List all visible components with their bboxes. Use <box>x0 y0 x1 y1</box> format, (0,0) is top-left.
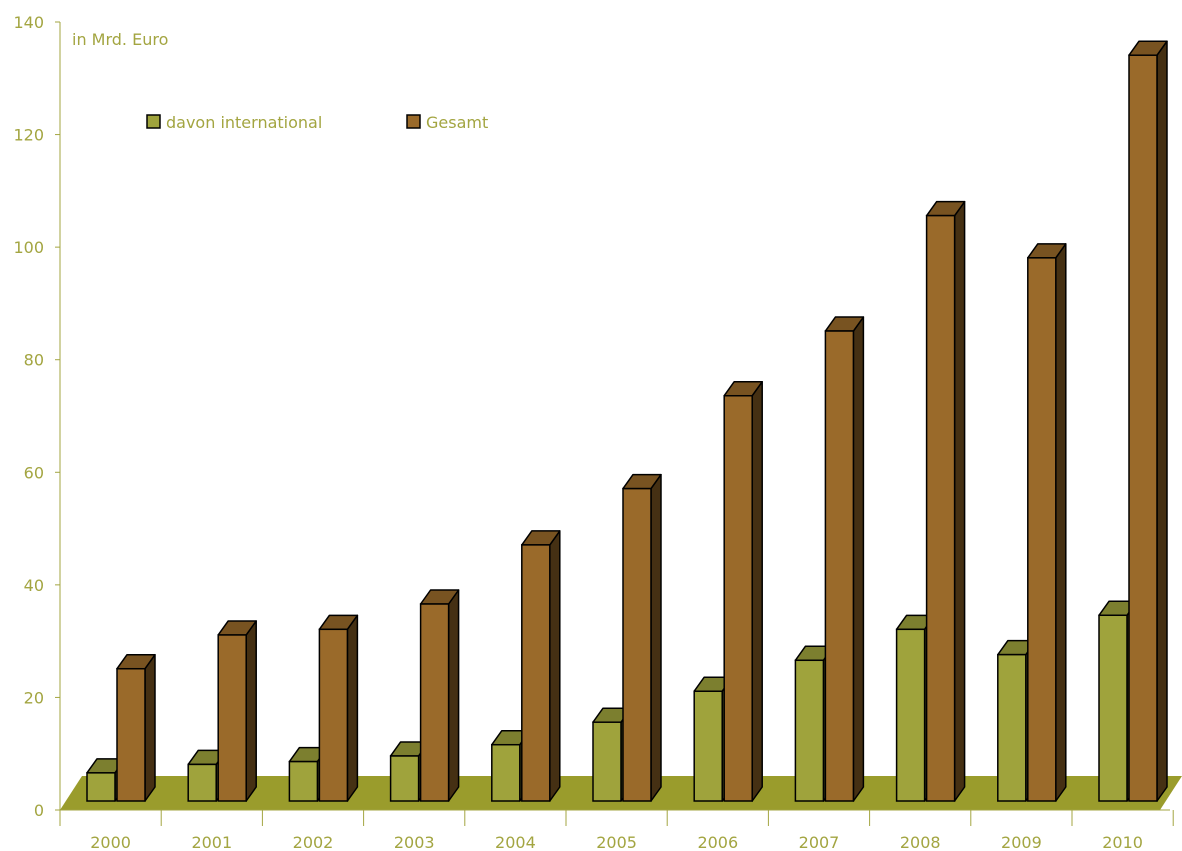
bar-gesamt-2003 <box>419 589 460 802</box>
x-tick-label: 2002 <box>293 833 334 851</box>
bar-international-2008-front <box>895 628 926 802</box>
y-tick-label: 100 <box>13 238 44 257</box>
x-tick-label: 2008 <box>900 833 941 851</box>
bar-gesamt-2009-front <box>1027 257 1057 802</box>
bar-gesamt-2000-front <box>116 667 146 802</box>
bar-gesamt-2004 <box>521 530 561 802</box>
bar-gesamt-2001-front <box>217 634 247 802</box>
bar-gesamt-2010-front <box>1128 54 1158 802</box>
bar-international-2007-front <box>794 659 825 802</box>
y-tick-label: 40 <box>24 576 44 595</box>
x-tick-label: 2001 <box>191 833 232 851</box>
bar-international-2010-front <box>1098 614 1128 802</box>
bar-gesamt-2006 <box>723 380 763 802</box>
y-tick-label: 80 <box>24 351 44 370</box>
x-tick-label: 2005 <box>596 833 637 851</box>
bar-international-2003-front <box>389 755 420 802</box>
x-tick-label: 2009 <box>1001 833 1042 851</box>
bar-gesamt-2007 <box>824 316 865 802</box>
legend-swatch-international <box>146 114 161 129</box>
bar-international-2009-front <box>997 653 1027 802</box>
legend-swatch-gesamt <box>406 114 421 129</box>
bar-gesamt-2003-front <box>419 603 450 802</box>
bar-gesamt-2003-side <box>447 589 460 802</box>
bar-international-2001-front <box>187 763 217 802</box>
y-tick-label: 60 <box>24 463 44 482</box>
y-tick-label: 140 <box>13 13 44 32</box>
bars <box>86 40 1168 802</box>
y-tick-label: 20 <box>24 688 44 707</box>
x-tick-label: 2003 <box>394 833 435 851</box>
x-tick-label: 2010 <box>1102 833 1143 851</box>
x-tick-label: 2000 <box>90 833 131 851</box>
bar-international-2002-front <box>288 760 319 802</box>
y-tick-label: 0 <box>34 801 44 820</box>
bar-international-2004-front <box>491 743 521 802</box>
legend: davon international Gesamt <box>146 113 488 132</box>
bar-international-2005-front <box>592 721 622 802</box>
bar-gesamt-2010 <box>1128 40 1168 802</box>
bar-gesamt-2005 <box>622 473 662 802</box>
bar-gesamt-2006-side <box>751 380 763 802</box>
bar-gesamt-2010-side <box>1156 40 1168 802</box>
bar-gesamt-2005-side <box>650 473 662 802</box>
x-tick-label: 2007 <box>799 833 840 851</box>
bar-gesamt-2002-side <box>346 614 359 802</box>
bar-international-2000-front <box>86 772 116 802</box>
bar-gesamt-2002 <box>318 614 359 802</box>
bar-gesamt-2000-side <box>144 653 156 802</box>
bar-gesamt-2001-side <box>245 620 257 802</box>
x-tick-label: 2006 <box>697 833 738 851</box>
bar-gesamt-2000 <box>116 653 156 802</box>
y-axis-label: in Mrd. Euro <box>72 30 168 49</box>
bar-gesamt-2008-side <box>953 200 966 802</box>
y-ticks: 0 20 40 60 80 100 120 140 <box>13 13 60 820</box>
bar-gesamt-2005-front <box>622 487 652 802</box>
bar-international-2006-front <box>693 690 723 802</box>
bar-gesamt-2004-side <box>549 530 561 802</box>
legend-label-gesamt: Gesamt <box>426 113 488 132</box>
bar-gesamt-2006-front <box>723 394 753 802</box>
bar-gesamt-2009 <box>1027 243 1067 802</box>
x-ticks: 2000 2001 2002 2003 2004 2005 2006 2007 2008 2009… <box>59 810 1174 851</box>
bar-gesamt-2004-front <box>521 544 551 802</box>
bar-gesamt-2007-side <box>852 316 865 802</box>
bar-gesamt-2002-front <box>318 628 349 802</box>
bar-gesamt-2008 <box>925 200 966 802</box>
bar-gesamt-2007-front <box>824 330 855 802</box>
x-tick-label: 2004 <box>495 833 536 851</box>
bar-gesamt-2001 <box>217 620 257 802</box>
y-tick-label: 120 <box>13 126 44 145</box>
bar-international-2009 <box>997 639 1037 802</box>
legend-label-international: davon international <box>166 113 322 132</box>
bar-gesamt-2009-side <box>1055 243 1067 802</box>
bar-gesamt-2008-front <box>925 214 956 802</box>
